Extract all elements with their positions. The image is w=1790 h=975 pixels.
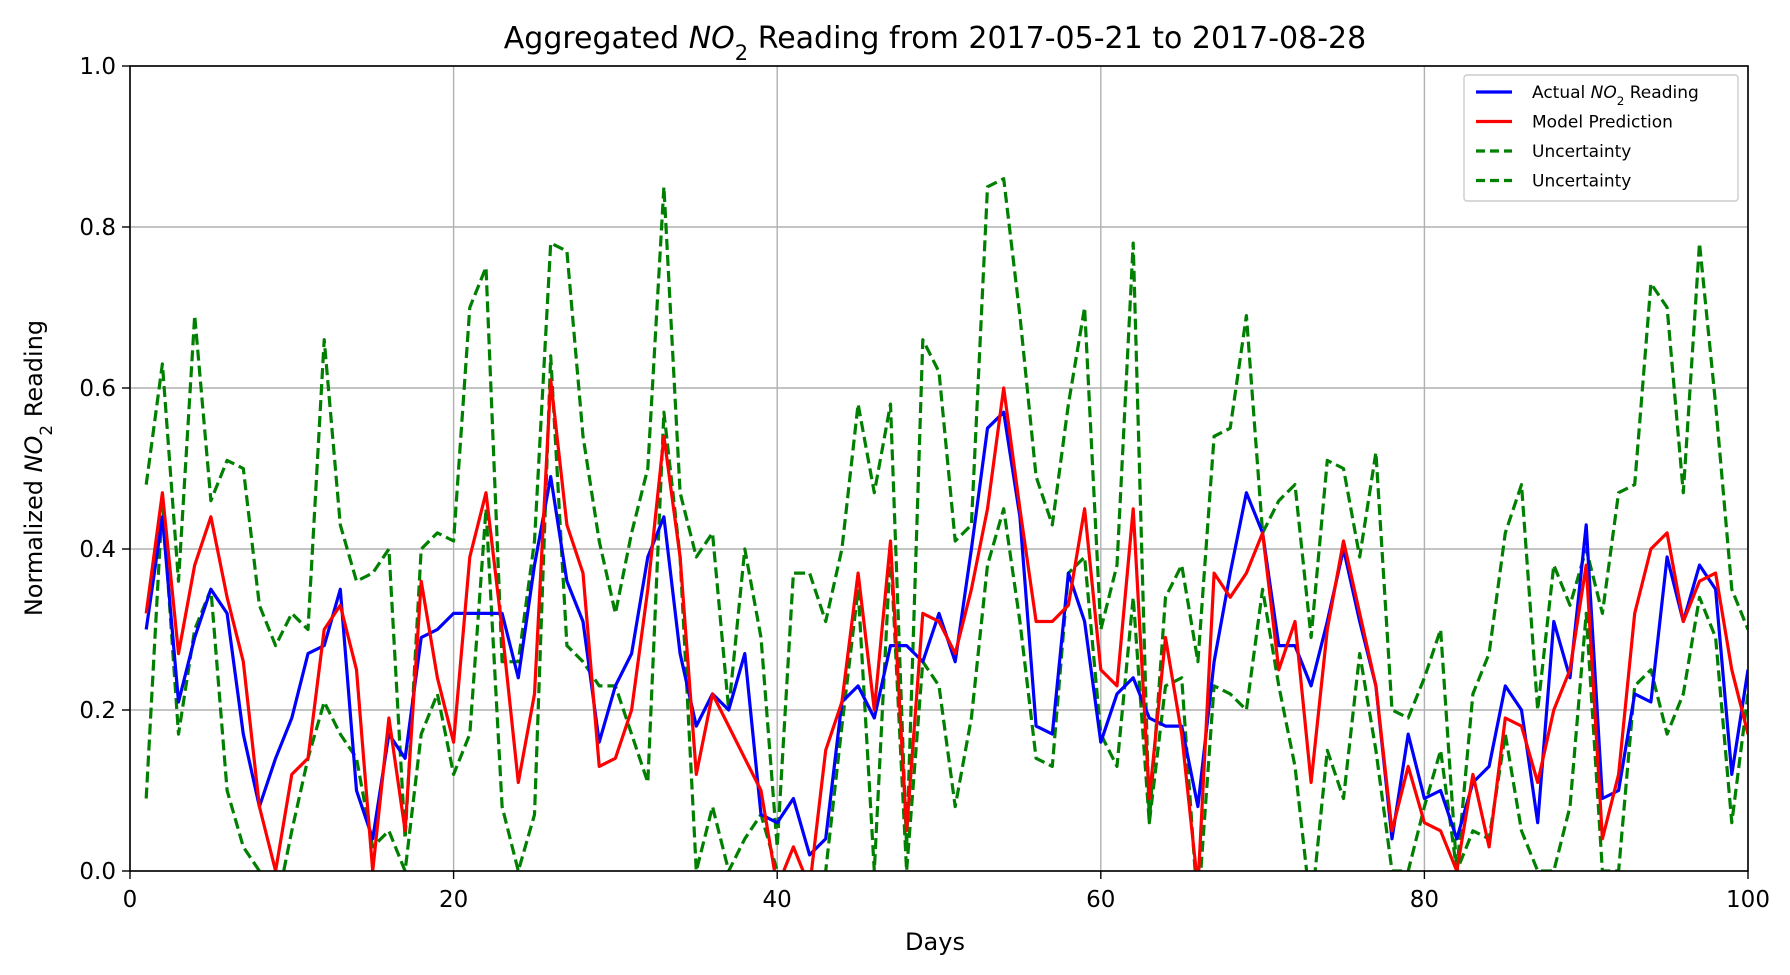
legend-label: Actual NO2 Reading [1532,83,1699,108]
x-axis-label: Days [905,928,965,956]
y-axis: 0.0 0.2 0.4 0.6 0.8 1.0 [79,54,130,885]
legend-box [1463,74,1739,202]
legend: Actual NO2 Reading Model Prediction Uncert… [1463,74,1739,202]
y-tick-label: 1.0 [79,54,116,80]
series-line-model-prediction [144,378,1748,871]
x-tick-label: 0 [123,887,138,913]
series-line-uncertainty [144,177,1748,871]
y-axis-label: Normalized NO2 Reading [20,320,56,616]
y-tick-label: 0.4 [79,537,116,563]
x-tick-label: 60 [1086,887,1115,913]
legend-label: Uncertainty [1532,142,1631,162]
x-tick-label: 40 [763,887,792,913]
plot-area [144,177,1748,871]
x-tick-label: 80 [1410,887,1439,913]
y-tick-label: 0.0 [79,859,116,885]
legend-label: Uncertainty [1532,172,1631,192]
y-tick-label: 0.2 [79,698,116,724]
series-line-uncertainty [144,354,1748,871]
plot-frame [129,65,1749,872]
legend-label: Model Prediction [1532,113,1673,133]
x-axis: 0 20 40 60 80 100 [123,871,1770,913]
x-tick-label: 100 [1726,887,1770,913]
chart-title: Aggregated NO2 Reading from 2017-05-21 t… [504,21,1366,65]
y-tick-label: 0.6 [79,376,116,402]
y-tick-label: 0.8 [79,215,116,241]
x-tick-label: 20 [439,887,468,913]
